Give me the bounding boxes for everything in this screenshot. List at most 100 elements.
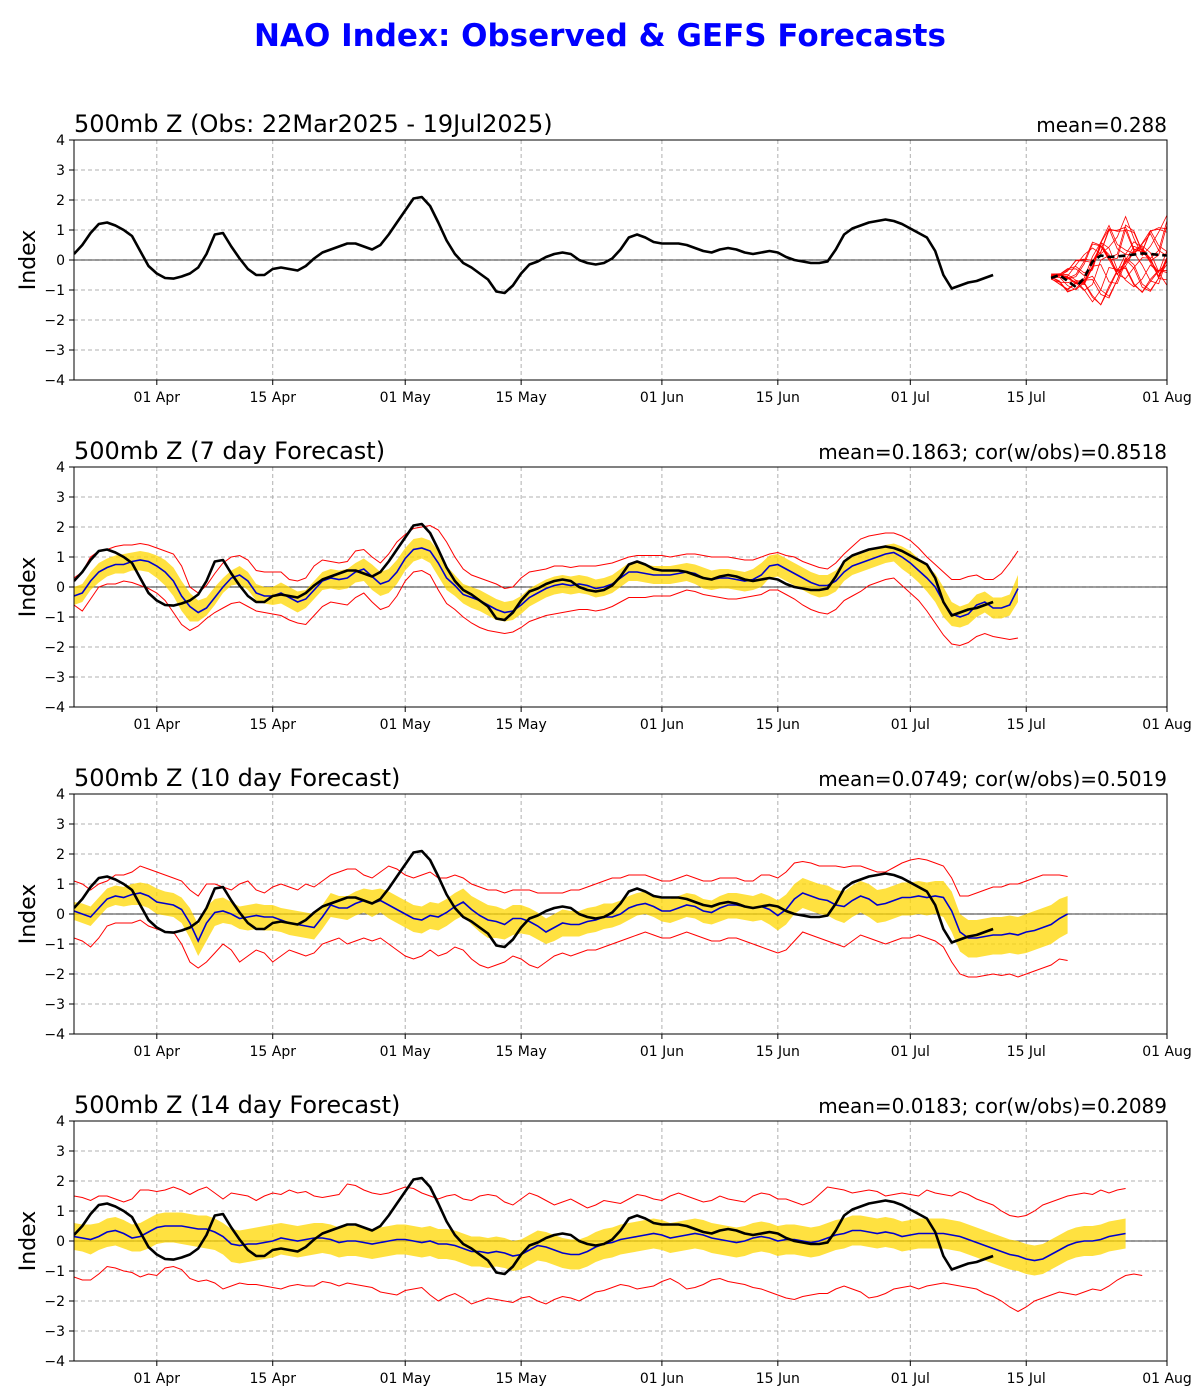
y-tick-label: 3 <box>56 490 65 506</box>
ensemble-mean-line <box>74 547 1019 618</box>
x-tick-label: 01 Aug <box>1142 390 1192 406</box>
panel-stat: mean=0.0749; cor(w/obs)=0.5019 <box>818 767 1167 791</box>
plot-area <box>74 195 1167 306</box>
panel-1: 4 3 2 1 0 −1 −2 −3 −4 01 Apr 15 Apr 01 May 15 May 01 … <box>16 110 1192 406</box>
x-tick-label: 01 Aug <box>1142 1371 1192 1387</box>
x-tick-label: 01 May <box>380 1044 431 1060</box>
y-tick-label: −1 <box>44 610 65 626</box>
y-axis-label: Index <box>16 230 41 291</box>
y-tick-label: 1 <box>56 877 65 893</box>
panel-stat: mean=0.1863; cor(w/obs)=0.8518 <box>818 440 1167 464</box>
y-tick-label: 0 <box>56 907 65 923</box>
ensemble-member-line <box>1050 267 1167 306</box>
x-tick-label: 15 Jul <box>1007 1371 1046 1387</box>
panel-title: 500mb Z (Obs: 22Mar2025 - 19Jul2025) <box>74 110 553 138</box>
y-tick-label: −1 <box>44 937 65 953</box>
ensemble-min-line <box>74 1265 1143 1313</box>
x-tick-label: 15 Apr <box>249 390 296 406</box>
panel-stat: mean=0.0183; cor(w/obs)=0.2089 <box>818 1094 1167 1118</box>
x-tick-label: 15 May <box>496 1044 547 1060</box>
x-tick-label: 01 Aug <box>1142 717 1192 733</box>
y-tick-label: 4 <box>56 1114 65 1130</box>
y-tick-label: −3 <box>44 343 65 359</box>
x-tick-label: 15 Jun <box>756 1044 800 1060</box>
y-tick-label: −4 <box>44 373 65 389</box>
panel-title: 500mb Z (14 day Forecast) <box>74 1091 400 1119</box>
y-tick-label: −4 <box>44 1354 65 1370</box>
y-tick-label: 2 <box>56 847 65 863</box>
x-tick-label: 01 Jul <box>891 390 930 406</box>
x-tick-label: 01 Jun <box>640 390 684 406</box>
observed-line <box>74 849 994 949</box>
y-tick-label: −1 <box>44 283 65 299</box>
x-tick-label: 15 Apr <box>249 717 296 733</box>
x-tick-label: 15 Jul <box>1007 1044 1046 1060</box>
x-tick-label: 01 Jul <box>891 1371 930 1387</box>
figure-title: NAO Index: Observed & GEFS Forecasts <box>254 18 946 54</box>
y-tick-label: 0 <box>56 253 65 269</box>
y-tick-label: −4 <box>44 1027 65 1043</box>
x-tick-label: 15 Apr <box>249 1044 296 1060</box>
x-tick-label: 01 Jun <box>640 1371 684 1387</box>
x-tick-label: 15 May <box>496 390 547 406</box>
y-tick-label: −2 <box>44 1294 65 1310</box>
x-tick-label: 01 Apr <box>134 390 181 406</box>
y-tick-label: 3 <box>56 163 65 179</box>
x-tick-label: 01 Apr <box>134 1371 181 1387</box>
ensemble-member-line <box>1051 226 1167 277</box>
spread-band <box>74 537 1018 628</box>
x-tick-label: 15 Apr <box>249 1371 296 1387</box>
y-tick-label: −2 <box>44 313 65 329</box>
y-tick-label: −3 <box>44 670 65 686</box>
y-tick-label: 1 <box>56 550 65 566</box>
ensemble-member-line <box>1050 241 1167 284</box>
x-tick-label: 01 Apr <box>134 1044 181 1060</box>
plot-area <box>74 1176 1143 1313</box>
x-tick-label: 01 Aug <box>1142 1044 1192 1060</box>
y-tick-label: −3 <box>44 997 65 1013</box>
ensemble-mean-dashed-line <box>1050 252 1167 289</box>
ensemble-member-line <box>1051 214 1167 277</box>
y-tick-label: 1 <box>56 223 65 239</box>
y-axis-label: Index <box>16 557 41 618</box>
x-tick-label: 01 Jul <box>891 1044 930 1060</box>
ensemble-member-line <box>1051 244 1167 285</box>
panel-title: 500mb Z (7 day Forecast) <box>74 437 385 465</box>
panel-title: 500mb Z (10 day Forecast) <box>74 764 400 792</box>
y-tick-label: 2 <box>56 193 65 209</box>
observed-line <box>74 1176 994 1276</box>
ensemble-min-line <box>74 919 1068 978</box>
ensemble-max-line <box>74 857 1068 897</box>
y-tick-label: 4 <box>56 787 65 803</box>
y-tick-label: 3 <box>56 817 65 833</box>
observed-line <box>74 195 994 295</box>
plot-area <box>74 849 1068 978</box>
y-tick-label: −1 <box>44 1264 65 1280</box>
y-tick-label: 0 <box>56 1234 65 1250</box>
x-tick-label: 15 Jul <box>1007 390 1046 406</box>
panel-3: 4 3 2 1 0 −1 −2 −3 −4 01 Apr 15 Apr 01 May 15 May 01 … <box>16 764 1192 1060</box>
ensemble-member-line <box>1051 224 1167 277</box>
y-tick-label: 4 <box>56 460 65 476</box>
y-axis-label: Index <box>16 884 41 945</box>
ensemble-member-line <box>1050 256 1167 297</box>
ensemble-member-line <box>1051 224 1167 280</box>
ensemble-mean-line <box>74 892 1068 943</box>
ensemble-min-line <box>74 569 1019 647</box>
x-tick-label: 01 Jun <box>640 1044 684 1060</box>
ensemble-member-line <box>1051 251 1167 291</box>
observed-line <box>74 522 994 622</box>
x-tick-label: 01 May <box>380 1371 431 1387</box>
x-tick-label: 01 May <box>380 390 431 406</box>
x-tick-label: 01 Jul <box>891 717 930 733</box>
y-tick-label: 3 <box>56 1144 65 1160</box>
panel-stat: mean=0.288 <box>1036 113 1167 137</box>
ensemble-max-line <box>74 1183 1126 1218</box>
ensemble-max-line <box>74 524 1019 594</box>
y-tick-label: −2 <box>44 640 65 656</box>
y-tick-label: −2 <box>44 967 65 983</box>
y-tick-label: 4 <box>56 133 65 149</box>
y-tick-label: 2 <box>56 1174 65 1190</box>
y-axis-label: Index <box>16 1211 41 1272</box>
